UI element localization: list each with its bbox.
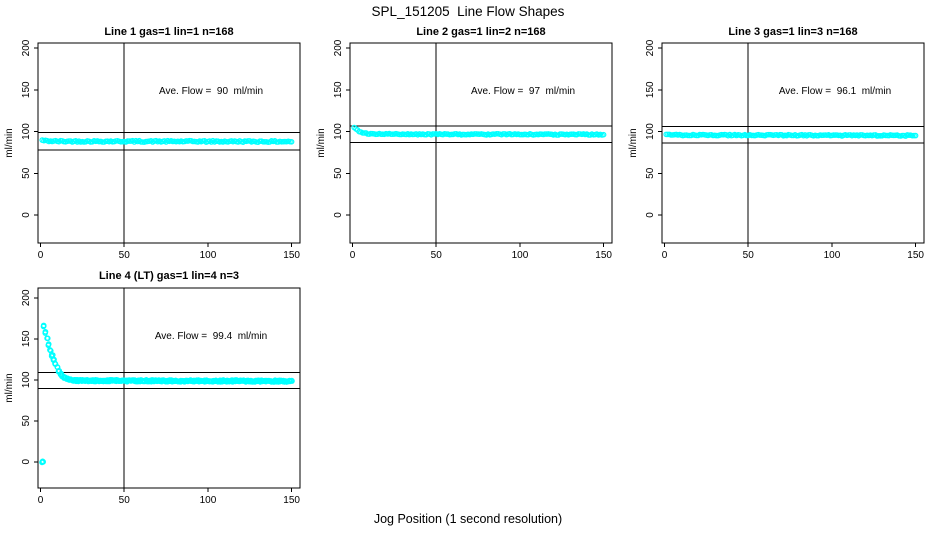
y-tick-label: 0: [21, 212, 32, 218]
panel-2: 0 50 100 150 0 50 100 150 200 ml/min: [316, 39, 613, 261]
y-tick-label: 150: [21, 81, 32, 98]
y-tick-label: 50: [645, 167, 656, 179]
panel-3-annotation: Ave. Flow = 96.1 ml/min: [778, 86, 892, 97]
y-tick-label: 0: [333, 212, 344, 218]
x-axis-label: Jog Position (1 second resolution): [373, 512, 563, 526]
y-tick-label: 50: [21, 167, 32, 179]
panel-2-title: Line 2 gas=1 lin=2 n=168: [416, 26, 546, 38]
x-tick-label: 150: [283, 495, 300, 506]
x-tick-label: 100: [200, 250, 217, 261]
y-axis-label: ml/min: [628, 128, 639, 157]
x-tick-label: 0: [38, 495, 44, 506]
data-points: [663, 131, 919, 139]
x-tick-label: 50: [119, 495, 131, 506]
panel-4: 0 50 100 150 0 50 100 150 200 ml/min: [4, 287, 301, 506]
figure-title: SPL_151205 Line Flow Shapes: [371, 4, 565, 19]
panel-3: 0 50 100 150 0 50 100 150 200 ml/min: [628, 39, 925, 261]
y-tick-label: 150: [645, 81, 656, 98]
x-tick-label: 0: [350, 250, 356, 261]
y-tick-label: 100: [21, 371, 32, 388]
panel-1: 0 50 100 150 0 50 100 150 200 ml/min: [4, 39, 301, 261]
panel-3-title: Line 3 gas=1 lin=3 n=168: [728, 26, 858, 38]
y-tick-label: 50: [333, 167, 344, 179]
y-tick-label: 200: [645, 39, 656, 56]
x-tick-label: 50: [431, 250, 443, 261]
x-tick-label: 100: [200, 495, 217, 506]
panel-4-annotation: Ave. Flow = 99.4 ml/min: [154, 331, 268, 342]
y-tick-label: 0: [645, 212, 656, 218]
x-tick-label: 100: [824, 250, 841, 261]
x-tick-label: 0: [662, 250, 668, 261]
y-tick-label: 0: [21, 459, 32, 465]
y-tick-label: 150: [21, 330, 32, 347]
panel-2-annotation: Ave. Flow = 97 ml/min: [470, 86, 576, 97]
y-tick-label: 100: [21, 123, 32, 140]
y-tick-label: 200: [21, 39, 32, 56]
x-tick-label: 150: [907, 250, 924, 261]
y-tick-label: 200: [21, 289, 32, 306]
y-tick-label: 100: [333, 123, 344, 140]
x-tick-label: 50: [119, 250, 131, 261]
y-axis-label: ml/min: [4, 128, 15, 157]
y-axis-label: ml/min: [4, 373, 15, 402]
y-tick-label: 150: [333, 81, 344, 98]
x-tick-label: 150: [595, 250, 612, 261]
y-axis-label: ml/min: [316, 128, 327, 157]
panel-1-title: Line 1 gas=1 lin=1 n=168: [104, 26, 234, 38]
data-points: [39, 137, 295, 146]
x-tick-label: 50: [743, 250, 755, 261]
panel-1-annotation: Ave. Flow = 90 ml/min: [158, 86, 264, 97]
y-tick-label: 100: [645, 123, 656, 140]
x-tick-label: 0: [38, 250, 44, 261]
y-tick-label: 200: [333, 39, 344, 56]
data-points: [351, 124, 607, 138]
y-tick-label: 50: [21, 415, 32, 427]
x-tick-label: 150: [283, 250, 300, 261]
x-tick-label: 100: [512, 250, 529, 261]
data-points: [39, 322, 295, 466]
panel-4-title: Line 4 (LT) gas=1 lin=4 n=3: [98, 270, 240, 282]
